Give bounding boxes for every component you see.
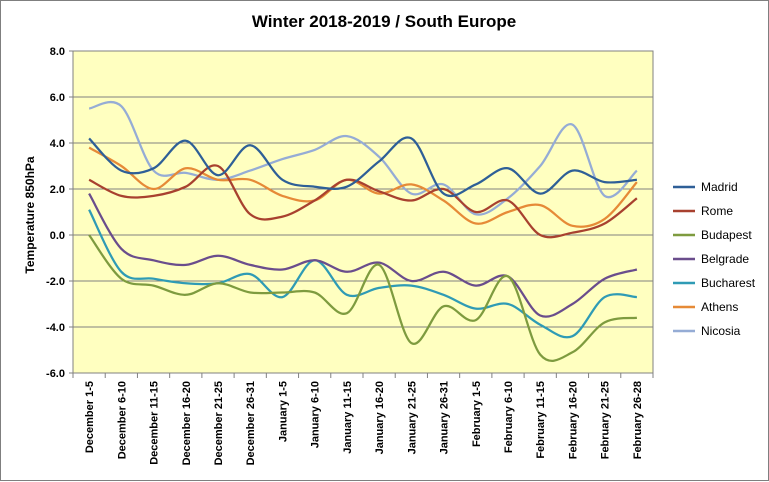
y-axis-label: Temperature 850hPa	[23, 156, 37, 273]
x-tick-label: December 11-15	[149, 381, 161, 465]
x-tick-label: January 26-31	[439, 381, 451, 454]
x-tick-label: December 21-25	[213, 381, 225, 465]
series-line-athens	[88, 146, 638, 228]
y-tick-label: 0.0	[50, 230, 65, 242]
plot-background	[72, 50, 654, 374]
x-tick-label: February 1-5	[471, 381, 483, 447]
legend-label-budapest: Budapest	[701, 228, 752, 242]
x-tick-label: February 16-20	[567, 381, 579, 459]
x-tick-label: January 11-15	[342, 381, 354, 454]
legend-label-madrid: Madrid	[701, 180, 738, 194]
y-tick-label: -2.0	[46, 276, 65, 288]
legend-label-nicosia: Nicosia	[701, 324, 741, 338]
x-tick-label: February 21-25	[600, 381, 612, 459]
x-tick-label: February 11-15	[535, 381, 547, 459]
series-line-belgrade	[88, 193, 638, 318]
series-line-budapest	[88, 234, 638, 362]
legend-label-bucharest: Bucharest	[701, 276, 756, 290]
series-line-madrid	[88, 136, 637, 198]
x-tick-label: January 6-10	[310, 381, 322, 448]
y-tick-label: 2.0	[50, 184, 65, 196]
x-tick-label: December 1-5	[84, 381, 96, 453]
y-tick-label: -4.0	[46, 322, 65, 334]
x-tick-label: January 21-25	[406, 381, 418, 454]
x-tick-label: December 16-20	[181, 381, 193, 465]
legend-label-belgrade: Belgrade	[701, 252, 749, 266]
legend: Madrid Rome Budapest Belgrade Bucharest Athen…	[673, 180, 756, 338]
y-tick-label: -6.0	[46, 368, 65, 380]
x-tick-label: December 6-10	[116, 381, 128, 459]
series-line-rome	[88, 164, 638, 239]
x-tick-label: February 6-10	[503, 381, 515, 453]
x-tick-label: January 1-5	[277, 381, 289, 442]
chart-title: Winter 2018-2019 / South Europe	[252, 12, 516, 31]
x-tick-label: February 26-28	[632, 381, 644, 459]
x-tick-label: December 26-31	[245, 381, 257, 465]
x-tick-label: January 16-20	[374, 381, 386, 454]
series-line-nicosia	[88, 101, 638, 216]
y-tick-label: 6.0	[50, 92, 65, 104]
plot-area: 8.0 6.0 4.0 2.0 0.0 -2.0 -4.0 -6.0 December 1-5 D…	[46, 46, 654, 465]
legend-label-athens: Athens	[701, 300, 738, 314]
series-line-bucharest	[88, 209, 637, 339]
y-tick-label: 8.0	[50, 46, 65, 58]
y-tick-label: 4.0	[50, 138, 65, 150]
legend-label-rome: Rome	[701, 204, 733, 218]
